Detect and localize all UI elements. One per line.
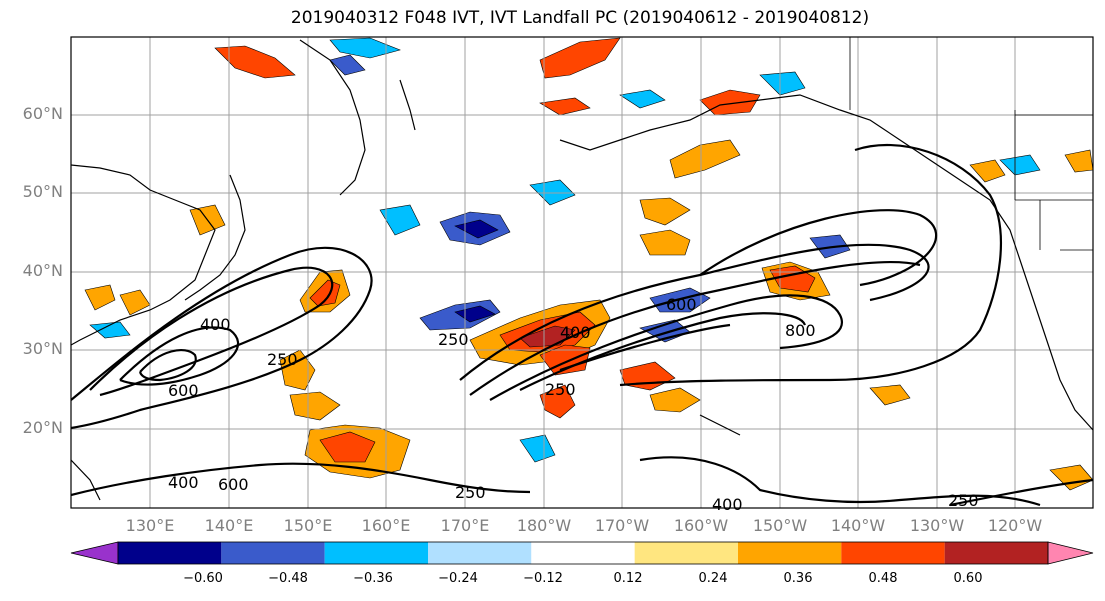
contour-label: 250 xyxy=(267,350,298,369)
colorbar-tick-label: 0.12 xyxy=(613,571,643,586)
plot-frame xyxy=(70,36,1094,509)
contour-label: 250 xyxy=(948,491,979,510)
colorbar-segment xyxy=(428,542,532,564)
colorbar-tick-label: 0.24 xyxy=(698,571,728,586)
lon-label: 170°W xyxy=(594,516,650,535)
graticule xyxy=(71,37,1093,508)
lon-label: 170°E xyxy=(440,516,490,535)
lon-label: 150°W xyxy=(752,516,808,535)
coastlines xyxy=(71,39,1093,501)
borders xyxy=(849,37,1093,251)
map-title: 2019040312 F048 IVT, IVT Landfall PC (20… xyxy=(290,8,870,28)
ivt-contours xyxy=(71,143,1093,507)
lon-label: 140°W xyxy=(830,516,886,535)
contour-label: 800 xyxy=(785,321,816,340)
colorbar-tick-label: −0.36 xyxy=(353,571,393,586)
colorbar-tick-label: 0.48 xyxy=(868,571,898,586)
lat-label: 50°N xyxy=(22,182,63,201)
lon-label: 180°W xyxy=(516,516,572,535)
lat-label: 60°N xyxy=(22,104,63,123)
lon-label: 160°W xyxy=(673,516,729,535)
contour-label: 250 xyxy=(455,483,486,502)
colorbar-segment xyxy=(221,542,325,564)
lon-label: 130°W xyxy=(909,516,965,535)
shading-negative xyxy=(89,37,1041,463)
lat-label: 40°N xyxy=(22,261,63,280)
colorbar-frame xyxy=(117,541,1049,565)
lon-label: 140°E xyxy=(204,516,254,535)
colorbar-tick-label: 0.60 xyxy=(953,571,983,586)
contour-label: 600 xyxy=(218,475,249,494)
contour-label-group: 400 600 250 250 400 600 800 250 400 600 … xyxy=(168,295,979,514)
lon-label: 150°E xyxy=(283,516,333,535)
colorbar-segment xyxy=(841,542,945,564)
colorbar-segment xyxy=(738,542,842,564)
contour-label: 400 xyxy=(200,315,231,334)
colorbar-tick-label: −0.60 xyxy=(183,571,223,586)
contour-label: 400 xyxy=(560,323,591,342)
contour-label: 400 xyxy=(712,495,743,514)
colorbar-tick-label: −0.48 xyxy=(268,571,308,586)
contour-label: 250 xyxy=(438,330,469,349)
colorbar-tick-label: −0.12 xyxy=(523,571,563,586)
colorbar-segment xyxy=(944,542,1048,564)
colorbar-segment xyxy=(531,542,635,564)
colorbar-tick-label: 0.36 xyxy=(783,571,813,586)
colorbar-extend-high xyxy=(1047,541,1094,565)
lon-label: 160°E xyxy=(361,516,411,535)
lat-label: 20°N xyxy=(22,418,63,437)
contour-label: 600 xyxy=(168,381,199,400)
colorbar-segment xyxy=(324,542,428,564)
lon-label: 120°W xyxy=(987,516,1043,535)
lat-label: 30°N xyxy=(22,339,63,358)
colorbar-segment xyxy=(634,542,738,564)
colorbar-segment xyxy=(118,542,222,564)
colorbar-tick-label: −0.24 xyxy=(438,571,478,586)
lon-label: 130°E xyxy=(125,516,175,535)
contour-label: 600 xyxy=(666,295,697,314)
colorbar-extend-low xyxy=(70,541,119,565)
contour-label: 250 xyxy=(545,380,576,399)
contour-label: 400 xyxy=(168,473,199,492)
